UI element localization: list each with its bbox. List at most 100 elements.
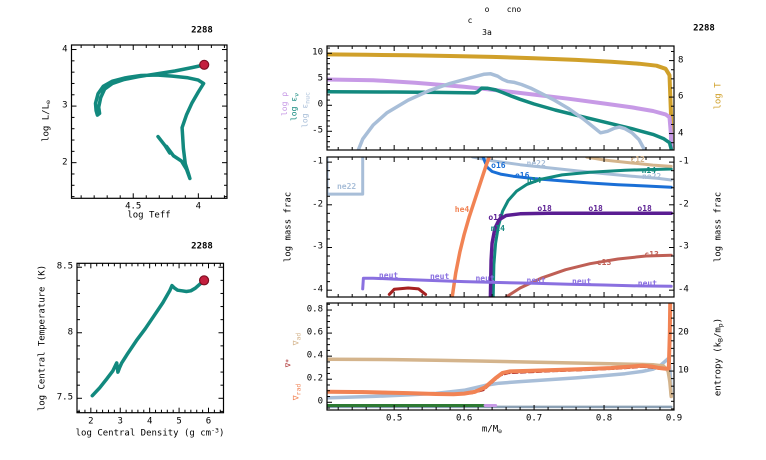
y-tick-label: 8 xyxy=(67,327,73,338)
x-tick-label: 4 xyxy=(195,201,202,212)
current-model-dot xyxy=(199,59,210,70)
y-tick-label-right: 20 xyxy=(678,327,689,338)
panel-border-central-conditions xyxy=(76,262,225,414)
series-c13 xyxy=(504,253,673,297)
y-tick-label: 2 xyxy=(62,157,68,168)
log-rho-axis-title: log ρ xyxy=(280,91,289,117)
y-tick-label: -3 xyxy=(312,241,323,252)
y-tick-label-right: -3 xyxy=(678,241,689,252)
x-tick-label: 0.7 xyxy=(525,413,543,424)
curve-label-ne22: ne22 xyxy=(336,181,357,191)
series-nabla-star xyxy=(327,365,671,396)
curve-label-o18: o18 xyxy=(637,204,652,214)
curve-label-o16: o16 xyxy=(514,170,530,180)
series-log-eps-nuc xyxy=(356,72,647,150)
series-c12 xyxy=(585,157,673,168)
burning-label-cno: cno xyxy=(506,5,522,14)
hr-xaxis-title: log Teff xyxy=(127,210,171,221)
log-eps-nu-axis-title: log εν xyxy=(289,92,301,122)
x-tick-label: 6 xyxy=(205,416,212,427)
nabla-ad-axis-title: ∇ad xyxy=(291,332,303,346)
curve-label-neut: neut xyxy=(475,274,495,284)
y-tick-label-right: 8 xyxy=(678,55,684,66)
series-nabla-rad xyxy=(327,303,673,397)
series-o16 xyxy=(481,157,673,189)
central-xaxis-title: log Central Density (g cm-3) xyxy=(75,426,225,439)
burning-label-o: o xyxy=(484,5,490,14)
y-tick-label: -4 xyxy=(312,284,323,295)
mass-frac-axis-title-right: log mass frac xyxy=(713,191,724,263)
curve-label-c13: c13 xyxy=(596,258,612,268)
log-eps-nuc-axis-title: log εnuc xyxy=(300,92,312,128)
curve-label-c12: c12 xyxy=(630,154,645,164)
curve-label-n14: n14 xyxy=(526,176,542,186)
cycle-number-profiles: 2288 xyxy=(693,23,715,34)
central-yaxis-title: log Central Temperature (K) xyxy=(37,264,48,412)
series-ne22-inner xyxy=(327,157,365,196)
series-log-eps-nu xyxy=(327,86,673,150)
series-log-rho xyxy=(327,77,674,149)
series-nabla-ad xyxy=(327,357,673,399)
y-tick-label: 0.8 xyxy=(306,304,323,315)
y-tick-label: 0.4 xyxy=(306,350,323,361)
y-tick-label-right: 10 xyxy=(678,365,689,376)
series-he4 xyxy=(450,157,492,297)
y-tick-label-right: 6 xyxy=(678,91,684,102)
cycle-number-central: 2288 xyxy=(191,241,213,252)
curve-label-o18: o18 xyxy=(588,204,603,214)
series-c13-inner xyxy=(387,286,428,296)
x-tick-label: 4 xyxy=(146,416,153,427)
curve-label-neut: neut xyxy=(429,272,450,282)
y-tick-label: 8.5 xyxy=(56,261,73,272)
x-tick-label: 0.8 xyxy=(595,413,613,424)
y-tick-label: 0.2 xyxy=(306,373,323,384)
y-tick-label: 0 xyxy=(317,99,323,110)
y-tick-label: 0.6 xyxy=(306,327,323,338)
curve-label-c13: c13 xyxy=(644,249,659,259)
curve-label-neut: neut xyxy=(526,275,546,285)
series-o18 xyxy=(488,211,673,297)
y-tick-label: 3 xyxy=(62,100,68,111)
y-tick-label: -2 xyxy=(312,199,323,210)
panel-border-profile-abundances xyxy=(326,156,675,298)
series-ne22-outer xyxy=(471,157,673,182)
series-neut xyxy=(361,276,673,291)
mass-xaxis-title: m/M⊙ xyxy=(481,424,503,436)
current-model-dot xyxy=(198,275,210,286)
panel-border-hr-diagram xyxy=(70,44,228,199)
mass-frac-axis-title-left: log mass frac xyxy=(283,191,294,263)
y-tick-label-right: -1 xyxy=(678,156,689,167)
curve-label-he4: he4 xyxy=(454,204,470,214)
curve-label-o18: o18 xyxy=(488,213,503,223)
x-tick-label: 5 xyxy=(176,416,182,427)
x-tick-label: 0.9 xyxy=(665,413,683,424)
nabla-star-axis-title: ∇* xyxy=(284,358,293,368)
y-tick-label: 5 xyxy=(317,73,323,84)
curve-label-ne22: ne22 xyxy=(526,159,546,169)
burning-label-3a: 3a xyxy=(482,28,492,37)
y-tick-label-right: 4 xyxy=(678,128,684,139)
curve-label-neut: neut xyxy=(378,270,399,280)
y-tick-label: 10 xyxy=(312,47,323,58)
series-n14 xyxy=(491,167,673,297)
y-tick-label: -5 xyxy=(312,125,323,136)
curve-label-o18: o18 xyxy=(537,204,552,214)
series-evolution-track xyxy=(93,63,206,181)
y-tick-label-right: -4 xyxy=(678,284,689,295)
x-tick-label: 4.5 xyxy=(125,201,142,212)
x-tick-label: 0.5 xyxy=(386,413,403,424)
curve-label-n14: n14 xyxy=(490,224,505,234)
y-tick-label: 7.5 xyxy=(56,392,73,403)
curve-label-neut: neut xyxy=(572,277,592,287)
cycle-number-hr: 2288 xyxy=(191,25,213,36)
x-tick-label: 3 xyxy=(117,416,123,427)
x-tick-label: 2 xyxy=(88,416,94,427)
y-tick-label: 0 xyxy=(317,396,323,407)
series-central-track xyxy=(90,278,206,398)
y-tick-label-right: -2 xyxy=(678,199,689,210)
x-tick-label: 0.6 xyxy=(455,413,473,424)
hr-yaxis-title: log L/L⊙ xyxy=(41,100,53,142)
log-T-axis-title: log T xyxy=(713,82,724,110)
